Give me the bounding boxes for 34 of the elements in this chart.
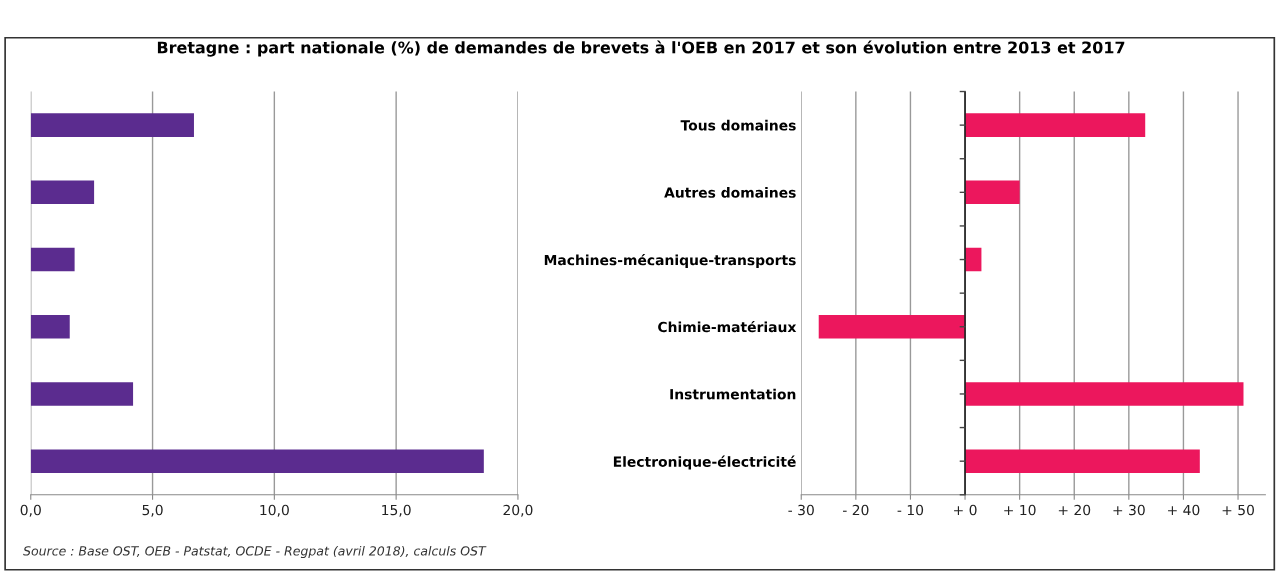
x-tick-label: - 10 [897,504,924,516]
x-tick-label: 15,0 [382,504,411,517]
bar [965,113,1146,137]
bar [30,449,484,473]
source-note: Source : Base OST, OEB - Patstat, OCDE - Regpat (avril 2018), calculs OST [23,545,487,559]
bar [30,314,70,339]
bar [965,382,1244,406]
text: Bretagne : part nationale (%) de demandes de brevets à l'OEB en 2017 et son évolution entre 2013 et 2017 [157,40,1125,57]
y-tick-label: Instrumentation [670,388,796,400]
bar [965,180,1020,205]
x-tick-label: 0,0 [20,504,41,517]
y-tick-label: Machines-mécanique-transports [544,253,796,268]
bar [965,247,982,272]
x-tick-label: + 20 [1058,504,1091,516]
x-tick-label: + 10 [1004,504,1036,516]
bar [30,247,75,272]
bar [30,382,134,406]
bar [818,314,966,339]
x-tick-label: + 0 [954,504,977,516]
x-tick-label: 20,0 [503,504,533,517]
x-tick-label: 10,0 [260,504,289,517]
y-tick-label: Tous domaines [680,119,796,131]
x-tick-label: + 40 [1168,504,1200,516]
x-tick-label: + 30 [1113,504,1145,516]
bar [965,449,1200,473]
x-tick-label: + 50 [1222,504,1254,516]
y-tick-label: Electronique-électricité [613,455,796,470]
x-tick-label: 5,0 [142,504,163,517]
x-tick-label: - 20 [842,504,869,516]
bar [30,180,95,205]
y-tick-label: Autres domaines [664,187,796,198]
bar [30,113,194,137]
x-tick-label: - 30 [788,504,814,516]
y-tick-label: Chimie-matériaux [658,320,797,333]
